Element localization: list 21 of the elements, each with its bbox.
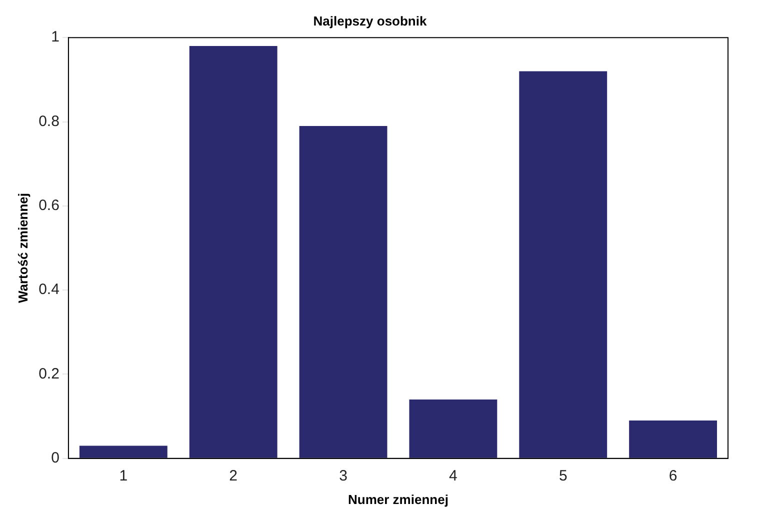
x-axis-title: Numer zmiennej — [348, 492, 448, 507]
x-tick-label: 3 — [339, 468, 348, 485]
y-axis-title: Wartość zmiennej — [15, 192, 30, 304]
x-tick-label: 1 — [119, 468, 128, 485]
y-tick-label: 0 — [51, 450, 60, 467]
y-tick-label: 1 — [51, 28, 60, 46]
x-tick-label: 4 — [449, 468, 458, 485]
y-tick-label: 0.2 — [38, 365, 60, 382]
y-tick-label: 0.8 — [38, 112, 60, 130]
x-tick-label: 5 — [558, 468, 568, 485]
bar — [299, 126, 388, 458]
bar — [519, 71, 608, 458]
bar — [189, 46, 278, 458]
bar — [79, 446, 168, 458]
x-tick-label: 6 — [668, 468, 678, 485]
y-tick-label: 0.4 — [38, 281, 60, 298]
bar — [409, 399, 498, 458]
y-tick-label: 0.6 — [38, 197, 60, 214]
bar — [629, 420, 718, 458]
chart-title: Najlepszy osobnik — [313, 13, 428, 28]
x-tick-label: 2 — [229, 468, 238, 485]
